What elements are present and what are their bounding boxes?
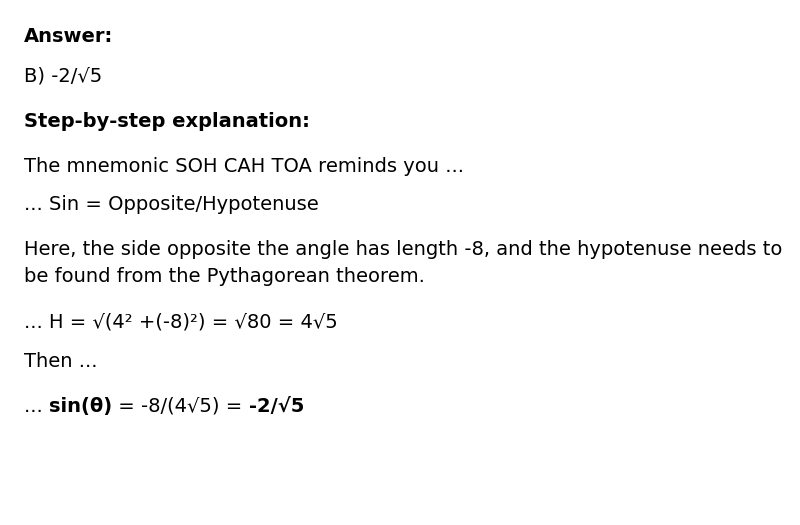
Text: Here, the side opposite the angle has length -8, and the hypotenuse needs to: Here, the side opposite the angle has le… bbox=[24, 240, 782, 259]
Text: Then ...: Then ... bbox=[24, 352, 98, 371]
Text: Step-by-step explanation:: Step-by-step explanation: bbox=[24, 112, 310, 131]
Text: -2/√5: -2/√5 bbox=[249, 397, 304, 416]
Text: B) -2/√5: B) -2/√5 bbox=[24, 67, 102, 86]
Text: ... H = √(4² +(-8)²) = √80 = 4√5: ... H = √(4² +(-8)²) = √80 = 4√5 bbox=[24, 312, 338, 331]
Text: The mnemonic SOH CAH TOA reminds you ...: The mnemonic SOH CAH TOA reminds you ... bbox=[24, 157, 464, 176]
Text: be found from the Pythagorean theorem.: be found from the Pythagorean theorem. bbox=[24, 267, 425, 286]
Text: ... Sin = Opposite/Hypotenuse: ... Sin = Opposite/Hypotenuse bbox=[24, 195, 318, 214]
Text: ...: ... bbox=[24, 397, 49, 416]
Text: = -8/(4√5) =: = -8/(4√5) = bbox=[112, 397, 249, 416]
Text: sin(θ): sin(θ) bbox=[49, 397, 112, 416]
Text: Answer:: Answer: bbox=[24, 27, 114, 46]
